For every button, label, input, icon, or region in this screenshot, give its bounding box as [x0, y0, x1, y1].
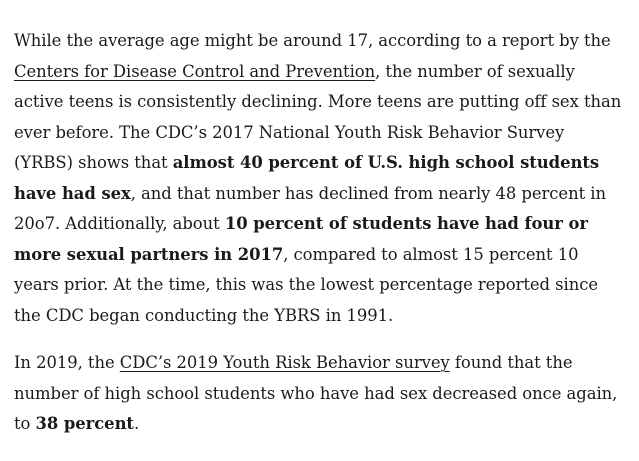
paragraph-text: .	[133, 414, 140, 433]
article-body: While the average age might be around 17…	[14, 26, 625, 440]
paragraph-text: While the average age might be around 17…	[14, 31, 611, 50]
paragraph-text: , and that number has declined from near…	[14, 183, 606, 234]
paragraph-text: In 2019, the	[14, 353, 120, 372]
paragraph-2019-survey: In 2019, the CDC’s 2019 Youth Risk Behav…	[14, 348, 625, 440]
highlight-40-percent: almost 40 percent of U.S. high school st…	[14, 153, 600, 203]
paragraph-text: , the number of sexually active teens is…	[14, 61, 622, 173]
cdc-2019-survey-link[interactable]: CDC’s 2019 Youth Risk Behavior survey	[119, 353, 450, 372]
paragraph-text: , compared to almost 15 percent 10 years…	[14, 244, 598, 325]
highlight-10-percent: 10 percent of students have had four or …	[14, 214, 588, 264]
paragraph-teen-sexual-activity: While the average age might be around 17…	[14, 26, 625, 331]
highlight-38-percent: 38 percent	[35, 414, 134, 433]
paragraph-text: found that the number of high school stu…	[14, 353, 618, 433]
cdc-report-link[interactable]: Centers for Disease Control and Preventi…	[14, 61, 376, 81]
